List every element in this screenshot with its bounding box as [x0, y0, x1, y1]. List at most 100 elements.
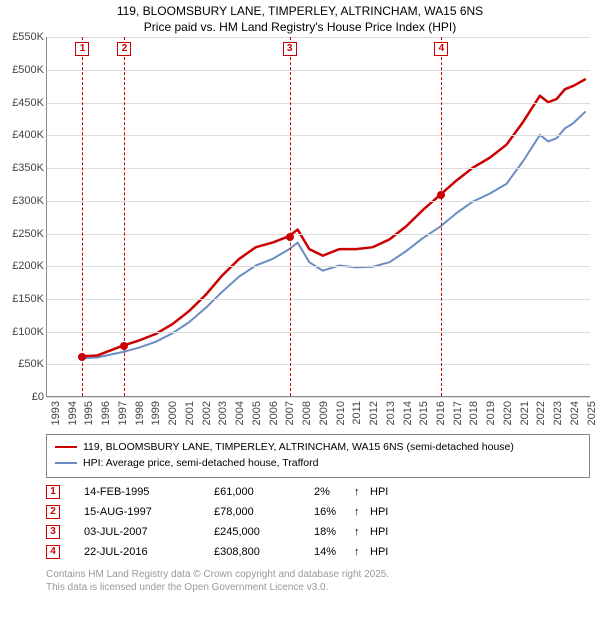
x-tick-label: 2011 — [351, 401, 363, 425]
x-tick-label: 2020 — [502, 401, 514, 425]
x-tick-label: 2015 — [418, 401, 430, 425]
x-tick-label: 2000 — [167, 401, 179, 425]
marker-dot — [286, 233, 294, 241]
x-tick-label: 2004 — [234, 401, 246, 425]
marker-box: 2 — [117, 42, 131, 56]
x-tick-label: 1999 — [150, 401, 162, 425]
x-tick-label: 1993 — [50, 401, 62, 425]
y-tick-label: £400K — [0, 129, 44, 141]
event-tag-box: 1 — [46, 485, 60, 499]
event-date: 15-AUG-1997 — [84, 506, 214, 518]
event-tag-box: 2 — [46, 505, 60, 519]
legend-swatch — [55, 446, 77, 448]
marker-dot — [120, 342, 128, 350]
y-tick-label: £300K — [0, 195, 44, 207]
event-row: 303-JUL-2007£245,00018%↑HPI — [46, 522, 590, 542]
marker-dot — [78, 353, 86, 361]
line-svg — [47, 37, 590, 396]
y-tick-label: £50K — [0, 358, 44, 370]
gridline — [47, 266, 590, 267]
event-row: 422-JUL-2016£308,80014%↑HPI — [46, 542, 590, 562]
gridline — [47, 168, 590, 169]
marker-box: 4 — [434, 42, 448, 56]
y-tick-label: £0 — [0, 391, 44, 403]
y-tick-label: £450K — [0, 97, 44, 109]
x-tick-label: 2002 — [201, 401, 213, 425]
x-tick-label: 2012 — [368, 401, 380, 425]
event-date: 22-JUL-2016 — [84, 546, 214, 558]
event-hpi-label: HPI — [370, 506, 388, 518]
x-tick-label: 1998 — [134, 401, 146, 425]
footer-line-1: Contains HM Land Registry data © Crown c… — [46, 568, 590, 581]
gridline — [47, 397, 590, 398]
arrow-up-icon: ↑ — [354, 506, 370, 518]
x-tick-label: 2006 — [268, 401, 280, 425]
gridline — [47, 70, 590, 71]
x-tick-label: 1994 — [67, 401, 79, 425]
event-price: £78,000 — [214, 506, 314, 518]
legend-label: HPI: Average price, semi-detached house,… — [83, 457, 318, 469]
gridline — [47, 103, 590, 104]
y-tick-label: £250K — [0, 228, 44, 240]
x-tick-label: 2021 — [519, 401, 531, 425]
y-tick-label: £200K — [0, 260, 44, 272]
x-tick-label: 1996 — [100, 401, 112, 425]
marker-vline — [441, 37, 442, 396]
title-line-2: Price paid vs. HM Land Registry's House … — [0, 20, 600, 36]
event-row: 2 15-AUG-1997£78,00016%↑HPI — [46, 502, 590, 522]
legend: 119, BLOOMSBURY LANE, TIMPERLEY, ALTRINC… — [46, 434, 590, 478]
y-tick-label: £350K — [0, 162, 44, 174]
event-hpi-label: HPI — [370, 526, 388, 538]
x-tick-label: 2001 — [184, 401, 196, 425]
event-table: 114-FEB-1995£61,0002%↑HPI215-AUG-1997£78… — [46, 482, 590, 562]
title-line-1: 119, BLOOMSBURY LANE, TIMPERLEY, ALTRINC… — [0, 4, 600, 20]
y-tick-label: £100K — [0, 326, 44, 338]
gridline — [47, 201, 590, 202]
gridline — [47, 234, 590, 235]
marker-box: 3 — [283, 42, 297, 56]
marker-vline — [290, 37, 291, 396]
arrow-up-icon: ↑ — [354, 486, 370, 498]
x-tick-label: 2016 — [435, 401, 447, 425]
event-tag-box: 3 — [46, 525, 60, 539]
x-tick-label: 2024 — [569, 401, 581, 425]
footer-line-2: This data is licensed under the Open Gov… — [46, 581, 590, 594]
legend-swatch — [55, 462, 77, 464]
x-tick-label: 2007 — [284, 401, 296, 425]
chart-container: 119, BLOOMSBURY LANE, TIMPERLEY, ALTRINC… — [0, 0, 600, 620]
event-date: 03-JUL-2007 — [84, 526, 214, 538]
event-pct: 2% — [314, 486, 354, 498]
gridline — [47, 299, 590, 300]
gridline — [47, 332, 590, 333]
gridline — [47, 135, 590, 136]
event-tag-box: 4 — [46, 545, 60, 559]
legend-row: 119, BLOOMSBURY LANE, TIMPERLEY, ALTRINC… — [55, 440, 581, 456]
x-tick-label: 2005 — [251, 401, 263, 425]
x-tick-label: 2025 — [586, 401, 598, 425]
event-pct: 16% — [314, 506, 354, 518]
x-tick-label: 2019 — [485, 401, 497, 425]
footer: Contains HM Land Registry data © Crown c… — [46, 568, 590, 594]
event-pct: 18% — [314, 526, 354, 538]
chart-area: 1 2 3 4 £0 £50K £100K £150K £200K £250K £300K £350… — [0, 37, 600, 432]
event-hpi-label: HPI — [370, 546, 388, 558]
gridline — [47, 37, 590, 38]
marker-box: 1 — [75, 42, 89, 56]
x-tick-label: 2013 — [385, 401, 397, 425]
gridline — [47, 364, 590, 365]
x-tick-label: 2023 — [552, 401, 564, 425]
x-tick-label: 1995 — [83, 401, 95, 425]
y-tick-label: £150K — [0, 293, 44, 305]
x-tick-label: 1997 — [117, 401, 129, 425]
marker-dot — [437, 191, 445, 199]
legend-label: 119, BLOOMSBURY LANE, TIMPERLEY, ALTRINC… — [83, 441, 514, 453]
event-date: 14-FEB-1995 — [84, 486, 214, 498]
arrow-up-icon: ↑ — [354, 526, 370, 538]
x-tick-label: 2018 — [468, 401, 480, 425]
y-tick-label: £550K — [0, 31, 44, 43]
title-block: 119, BLOOMSBURY LANE, TIMPERLEY, ALTRINC… — [0, 0, 600, 37]
event-price: £61,000 — [214, 486, 314, 498]
event-row: 114-FEB-1995£61,0002%↑HPI — [46, 482, 590, 502]
x-tick-label: 2003 — [217, 401, 229, 425]
x-tick-label: 2017 — [452, 401, 464, 425]
